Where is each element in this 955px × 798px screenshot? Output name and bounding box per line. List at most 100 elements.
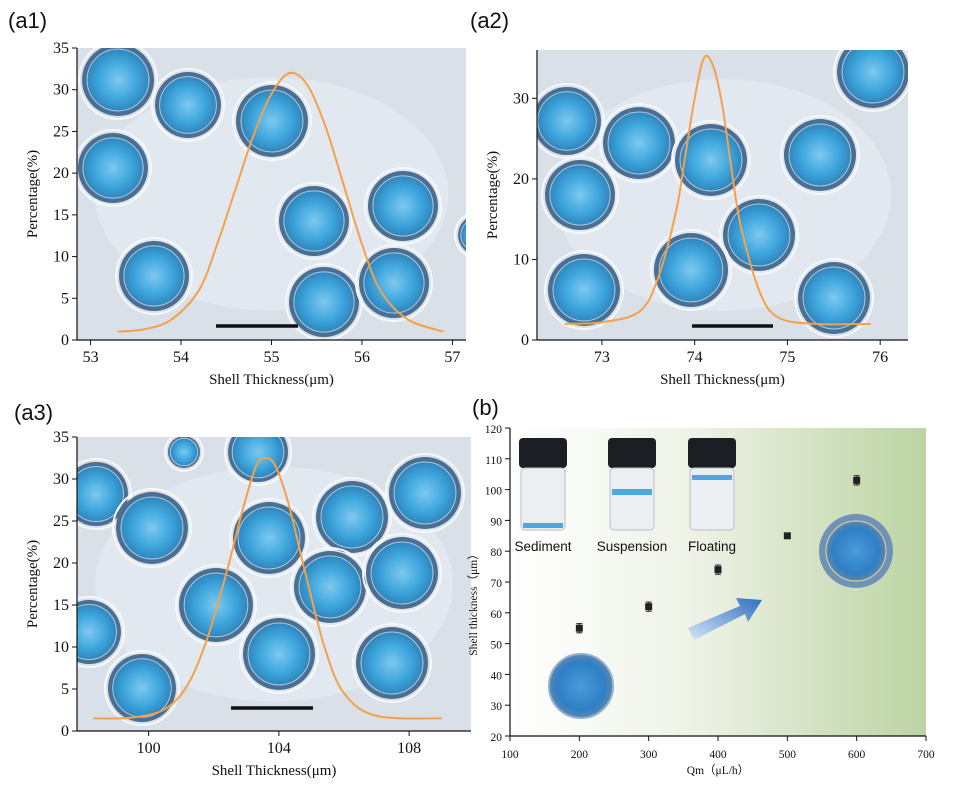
y-tick-label: 5 [61, 290, 69, 307]
capsule-rim [679, 128, 743, 192]
data-point [575, 623, 583, 634]
panel-label-a2: (a2) [470, 8, 509, 33]
y-tick-label: 30 [491, 701, 503, 713]
capsule-core [241, 90, 303, 152]
capsule-halo [229, 498, 309, 578]
capsule-halo [794, 258, 874, 338]
x-tick-label: 100 [137, 740, 161, 757]
microcapsule [364, 167, 442, 245]
capsule-rim [240, 89, 304, 153]
capsule-halo [312, 477, 392, 557]
vial-cap [608, 438, 656, 468]
y-tick-label: 120 [485, 424, 503, 436]
capsule-core [77, 466, 124, 522]
capsule-core [372, 175, 434, 237]
capsule-halo [224, 437, 292, 486]
capsule-core [549, 164, 611, 226]
capsule-rim [393, 461, 457, 525]
vial-sediment: Sediment [514, 438, 572, 554]
capsule-core [293, 271, 355, 333]
small-capsule-image [549, 654, 613, 718]
micrograph-a2 [537, 50, 908, 340]
capsule-rim [120, 496, 184, 560]
microcapsule [355, 244, 433, 322]
capsule-rim [841, 50, 905, 104]
y-tick-label: 80 [491, 547, 503, 559]
capsule-halo [115, 237, 193, 315]
capsule-halo [355, 244, 433, 322]
capsule-core [321, 486, 383, 548]
y-tick-label: 20 [513, 171, 529, 188]
data-point [853, 475, 861, 486]
capsule-rim [537, 91, 597, 151]
capsule-rim [298, 555, 362, 619]
y-tick-label: 35 [53, 429, 69, 446]
capsule-rim [658, 237, 724, 303]
microcapsule [164, 437, 204, 472]
capsule-core [82, 137, 144, 199]
data-marker [783, 532, 791, 540]
capsule-halo [77, 596, 125, 668]
capsule-halo [541, 156, 619, 234]
x-tick-label: 76 [872, 349, 888, 366]
y-axis-label: Percentage(%) [25, 540, 41, 628]
capsule-rim [788, 123, 852, 187]
y-axis-label: Percentage(%) [485, 151, 501, 239]
small-capsule-rim [548, 653, 614, 719]
large-capsule-image [825, 520, 887, 582]
capsule-core [363, 252, 425, 314]
vial-floating: Floating [688, 438, 736, 554]
capsule-halo [719, 195, 799, 275]
microcapsule [312, 477, 392, 557]
capsule-rim [112, 658, 172, 718]
capsule-halo [544, 250, 624, 330]
y-tick-label: 25 [53, 123, 69, 140]
panel-label-b: (b) [472, 395, 499, 420]
x-tick-label: 300 [640, 749, 658, 761]
capsule-rim [802, 266, 866, 330]
y-tick-label: 30 [53, 471, 69, 488]
x-tick-label: 55 [264, 349, 280, 366]
capsule-core [232, 437, 284, 478]
capsule-rim [363, 252, 425, 314]
x-axis-label: Qm（μL/h） [687, 764, 749, 777]
vial-body [520, 467, 566, 531]
capsule-core [299, 556, 361, 618]
microcapsule [77, 458, 132, 530]
x-axis-label: Shell Thickness(μm) [209, 372, 334, 388]
capsule-core [170, 438, 198, 466]
microcapsule [229, 498, 309, 578]
microcapsule [780, 115, 860, 195]
capsule-halo [239, 614, 319, 694]
y-tick-label: 40 [491, 670, 503, 682]
capsule-rim [247, 622, 311, 686]
capsule-core [789, 124, 851, 186]
panel-a2: 73 74 75 76 0 10 20 30 Shell Thickness(μm) Percen… [485, 50, 908, 388]
capsule-halo [78, 48, 158, 120]
x-tick-label: 56 [354, 349, 370, 366]
data-marker [853, 476, 861, 484]
y-tick-label: 10 [53, 249, 69, 266]
capsule-rim [169, 437, 199, 467]
microcapsule [77, 129, 152, 207]
capsule-rim [82, 137, 144, 199]
y-tick-label: 15 [53, 207, 69, 224]
capsule-core [680, 129, 742, 191]
x-tick-label: 57 [444, 349, 460, 366]
capsule-core [842, 50, 904, 103]
capsule-halo [104, 650, 180, 726]
y-tick-label: 10 [53, 639, 69, 656]
x-tick-label: 500 [779, 749, 797, 761]
capsule-core [803, 267, 865, 329]
capsule-halo [164, 437, 204, 472]
x-axis-label: Shell Thickness(μm) [212, 763, 337, 779]
x-tick-label: 73 [594, 349, 610, 366]
y-tick-label: 0 [521, 332, 529, 349]
capsule-rim [727, 203, 791, 267]
microcapsule [352, 623, 432, 703]
data-marker [714, 566, 722, 574]
microcapsule [175, 564, 257, 646]
vial-label: Sediment [514, 539, 571, 554]
vial-capsule-layer [612, 489, 652, 495]
